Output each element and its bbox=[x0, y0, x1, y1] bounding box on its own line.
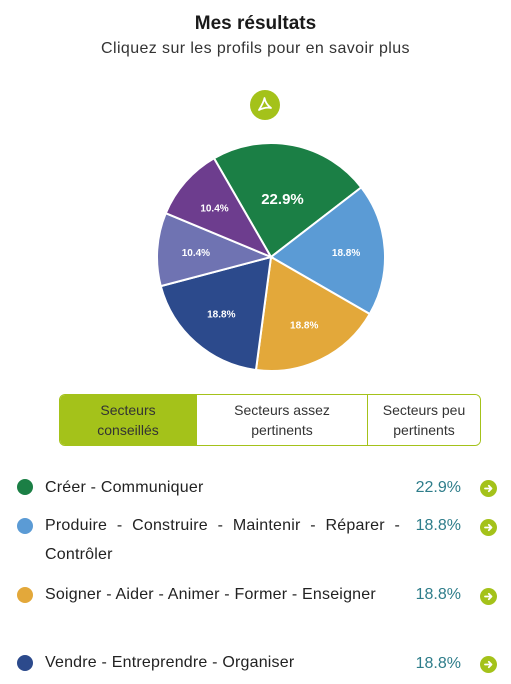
result-label: Produire - Construire - Maintenir - Répa… bbox=[45, 517, 400, 563]
result-item-vendre[interactable]: Vendre - Entreprendre - Organiser 18.8% bbox=[0, 648, 511, 684]
result-percent: 18.8% bbox=[415, 655, 461, 672]
result-percent: 18.8% bbox=[415, 517, 461, 534]
pie-slice[interactable] bbox=[159, 255, 273, 372]
color-dot bbox=[17, 479, 33, 495]
color-dot bbox=[17, 655, 33, 671]
pie-slice-label: 18.8% bbox=[332, 248, 360, 259]
pie-slice[interactable] bbox=[269, 185, 386, 316]
result-label: Créer - Communiquer bbox=[45, 479, 204, 496]
pie-slice-label: 18.8% bbox=[290, 321, 318, 332]
pie-chart: 22.9% 18.8% 18.8% 18.8% 10.4% 10.4% bbox=[140, 139, 390, 379]
pie-slice[interactable] bbox=[254, 255, 372, 372]
result-label: Vendre - Entreprendre - Organiser bbox=[45, 654, 295, 671]
result-percent: 18.8% bbox=[415, 586, 461, 603]
result-item-soigner[interactable]: Soigner - Aider - Animer - Former - Ense… bbox=[0, 580, 511, 648]
arrow-right-icon[interactable] bbox=[480, 656, 497, 673]
pie-slice-label: 18.8% bbox=[207, 309, 235, 320]
tab-secteurs-peu-pertinents[interactable]: Secteurs peu pertinents bbox=[367, 395, 480, 445]
result-label: Soigner - Aider - Animer - Former - Ense… bbox=[45, 586, 376, 603]
page-subtitle: Cliquez sur les profils pour en savoir p… bbox=[101, 40, 410, 57]
pie-slice-label: 10.4% bbox=[200, 203, 228, 214]
arrow-right-icon[interactable] bbox=[480, 588, 497, 605]
pie-slice[interactable] bbox=[212, 142, 363, 259]
tab-secteurs-assez-pertinents[interactable]: Secteurs assez pertinents bbox=[196, 395, 367, 445]
color-dot bbox=[17, 587, 33, 603]
pdf-download-button[interactable] bbox=[250, 90, 280, 120]
pdf-icon bbox=[258, 97, 272, 111]
arrow-right-icon[interactable] bbox=[480, 519, 497, 536]
tab-secteurs-conseilles[interactable]: Secteurs conseillés bbox=[60, 395, 196, 445]
pie-slice-label: 10.4% bbox=[182, 248, 210, 259]
result-item-creer[interactable]: Créer - Communiquer 22.9% bbox=[0, 470, 511, 510]
color-dot bbox=[17, 518, 33, 534]
page-title: Mes résultats bbox=[194, 13, 317, 34]
result-item-produire[interactable]: Produire - Construire - Maintenir - Répa… bbox=[0, 510, 511, 580]
result-percent: 22.9% bbox=[415, 479, 461, 496]
pie-slice[interactable] bbox=[156, 211, 275, 288]
pie-slice[interactable] bbox=[164, 156, 274, 260]
pie-slice-label: 22.9% bbox=[261, 191, 304, 208]
arrow-right-icon[interactable] bbox=[480, 480, 497, 497]
sector-tabs: Secteurs conseillés Secteurs assez perti… bbox=[59, 394, 481, 446]
